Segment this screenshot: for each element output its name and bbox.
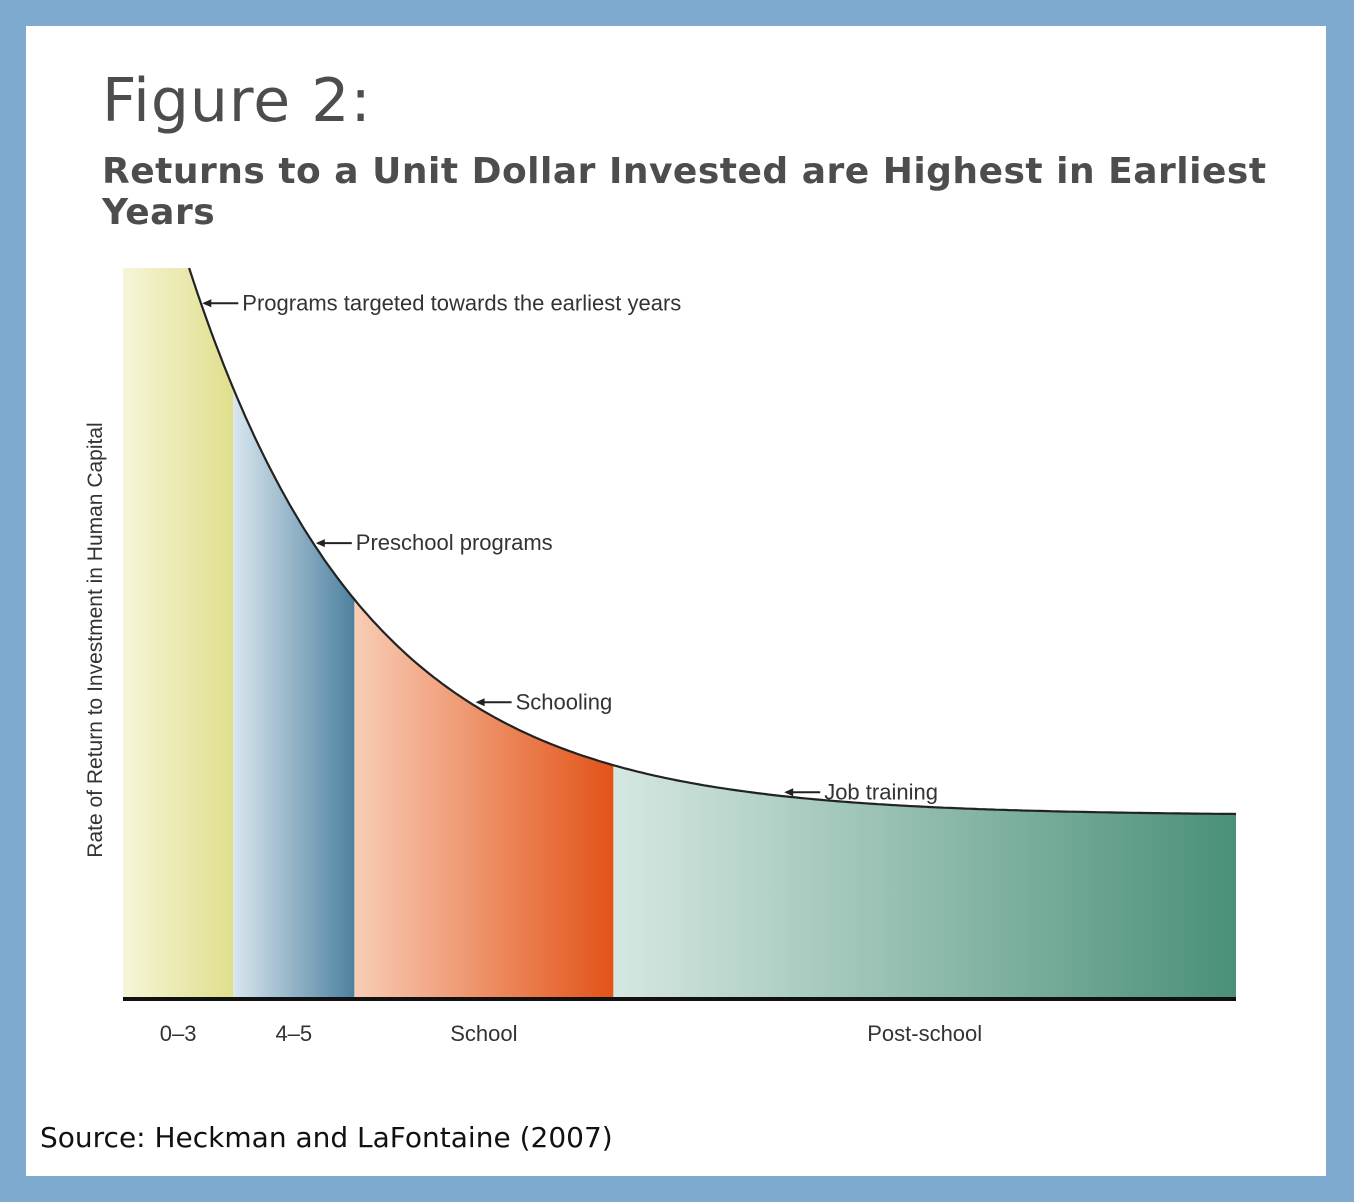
x-tick-labels: 0–3 4–5 School Post-school xyxy=(160,1021,982,1046)
annotation-4: Job training xyxy=(784,779,938,804)
area-segment-1 xyxy=(123,268,234,998)
y-axis-label: Rate of Return to Investment in Human Ca… xyxy=(84,422,107,857)
x-tick-label: School xyxy=(450,1021,517,1046)
annotation-label: Preschool programs xyxy=(356,530,553,555)
area-segment-3 xyxy=(354,599,614,998)
annotation-arrowhead xyxy=(784,788,794,797)
annotation-arrowhead xyxy=(202,299,212,308)
annotation-3: Schooling xyxy=(475,689,613,714)
x-tick-label: 4–5 xyxy=(275,1021,312,1046)
annotation-arrowhead xyxy=(315,539,325,548)
annotation-label: Programs targeted towards the earliest y… xyxy=(242,290,681,315)
area-segment-2 xyxy=(233,388,355,998)
source-note: Source: Heckman and LaFontaine (2007) xyxy=(40,1121,613,1154)
figure-subtitle: Returns to a Unit Dollar Invested are Hi… xyxy=(102,151,1267,233)
figure-title: Figure 2: xyxy=(102,66,372,136)
annotation-arrowhead xyxy=(475,698,485,707)
x-tick-label: Post-school xyxy=(867,1021,982,1046)
annotation-2: Preschool programs xyxy=(315,530,553,555)
annotation-label: Schooling xyxy=(516,689,613,714)
x-tick-label: 0–3 xyxy=(160,1021,197,1046)
annotation-1: Programs targeted towards the earliest y… xyxy=(202,290,681,315)
chart-annotations: Programs targeted towards the earliest y… xyxy=(202,290,938,804)
annotation-label: Job training xyxy=(824,779,938,804)
area-segment-4 xyxy=(613,765,1236,998)
return-curve xyxy=(188,267,1237,816)
chart-areas xyxy=(123,268,1236,998)
